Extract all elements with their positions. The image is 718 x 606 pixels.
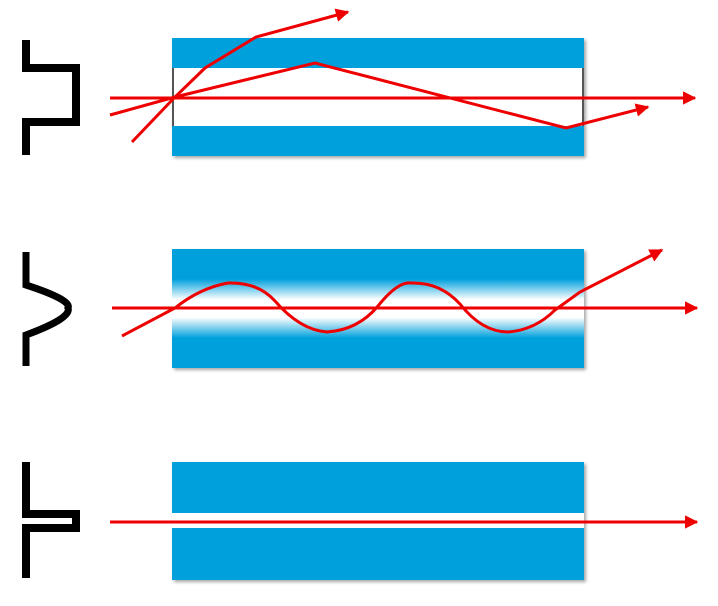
single-mode-cladding-top [172, 462, 584, 513]
graded-index-profile-icon [22, 252, 72, 366]
step-index-cladding-bottom [172, 126, 584, 156]
step-index-profile-icon [22, 40, 80, 155]
graded-index-fiber-row [22, 248, 699, 368]
step-index-fiber-row [22, 8, 697, 156]
graded-index-sinusoidal-ray [121, 248, 664, 338]
single-mode-fiber-row [22, 462, 699, 580]
single-mode-fiber [172, 462, 584, 580]
graded-index-cladding-top [172, 249, 584, 279]
graded-index-cladding-bottom [172, 338, 584, 368]
single-mode-profile-icon [22, 462, 80, 578]
step-index-bouncing-ray [109, 61, 650, 130]
single-mode-cladding-bottom [172, 528, 584, 580]
step-index-escaping-ray [130, 8, 350, 144]
step-index-cladding-top [172, 38, 584, 68]
